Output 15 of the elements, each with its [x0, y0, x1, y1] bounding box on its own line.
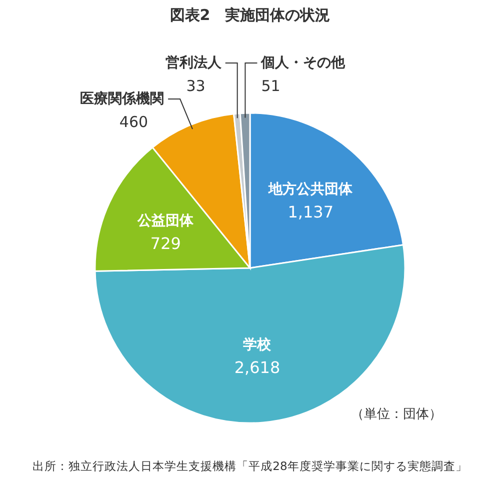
text: 出所：独立行政法人日本学生支援機構「平成28年度奨学事業に関する実態調査」	[32, 459, 468, 473]
data-label: 33	[186, 77, 206, 95]
data-label: 460	[119, 113, 148, 131]
slice-label: 公益団体	[136, 212, 195, 229]
slice-label: 学校	[243, 336, 272, 353]
data-label: 729	[150, 234, 181, 253]
data-label: 1,137	[288, 202, 334, 222]
slice-label: 営利法人	[165, 55, 222, 71]
data-label: 51	[261, 77, 280, 95]
chart-title: 図表2 実施団体の状況	[170, 6, 330, 24]
text: （単位：団体）	[351, 407, 442, 422]
slice-label: 地方公共団体	[268, 180, 354, 198]
slice-label: 個人・その他	[260, 55, 346, 71]
data-label: 2,618	[234, 358, 280, 377]
slice-label: 医療関係機関	[80, 90, 164, 107]
